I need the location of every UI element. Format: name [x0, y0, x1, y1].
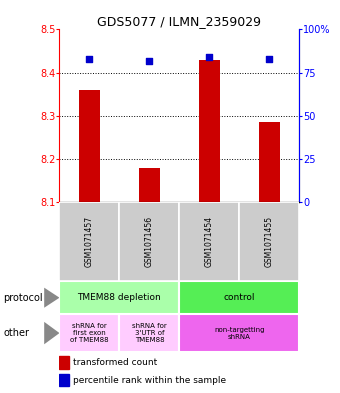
Bar — [180, 202, 239, 281]
Bar — [119, 202, 180, 281]
Text: percentile rank within the sample: percentile rank within the sample — [73, 376, 226, 385]
Bar — [59, 374, 69, 386]
Point — [147, 57, 152, 64]
Bar — [59, 356, 69, 369]
Bar — [199, 60, 220, 202]
Text: non-targetting
shRNA: non-targetting shRNA — [214, 327, 265, 340]
Bar — [59, 281, 180, 314]
Polygon shape — [44, 288, 60, 308]
Text: protocol: protocol — [3, 293, 43, 303]
Bar — [59, 202, 119, 281]
Point — [267, 56, 272, 62]
Title: GDS5077 / ILMN_2359029: GDS5077 / ILMN_2359029 — [97, 15, 261, 28]
Text: GSM1071456: GSM1071456 — [145, 216, 154, 267]
Text: other: other — [3, 328, 29, 338]
Bar — [259, 122, 280, 202]
Polygon shape — [44, 322, 60, 344]
Text: GSM1071457: GSM1071457 — [85, 216, 94, 267]
Bar — [119, 314, 180, 352]
Text: TMEM88 depletion: TMEM88 depletion — [78, 293, 161, 302]
Text: control: control — [223, 293, 255, 302]
Bar — [239, 202, 299, 281]
Text: GSM1071455: GSM1071455 — [265, 216, 274, 267]
Point — [87, 56, 92, 62]
Point — [207, 54, 212, 60]
Bar — [79, 90, 100, 202]
Bar — [59, 314, 119, 352]
Bar — [180, 314, 299, 352]
Bar — [180, 281, 299, 314]
Text: shRNA for
first exon
of TMEM88: shRNA for first exon of TMEM88 — [70, 323, 109, 343]
Text: transformed count: transformed count — [73, 358, 157, 367]
Text: GSM1071454: GSM1071454 — [205, 216, 214, 267]
Bar — [139, 168, 160, 202]
Text: shRNA for
3'UTR of
TMEM88: shRNA for 3'UTR of TMEM88 — [132, 323, 167, 343]
